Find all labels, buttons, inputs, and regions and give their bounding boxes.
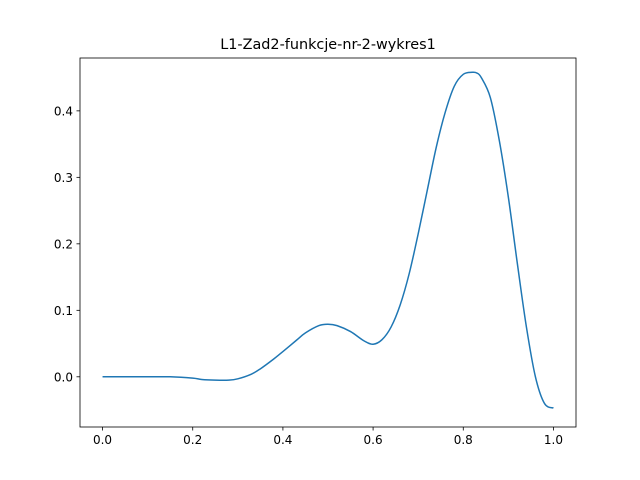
series-line-0 xyxy=(102,71,554,409)
y-tick-label: 0.2 xyxy=(54,237,73,251)
x-tick-label: 0.8 xyxy=(454,433,473,447)
y-tick-label: 0.4 xyxy=(54,104,73,118)
chart-title: L1-Zad2-funkcje-nr-2-wykres1 xyxy=(220,37,436,53)
x-axis: 0.0 0.2 0.4 0.6 0.8 1.0 xyxy=(93,427,563,447)
y-axis: 0.0 0.1 0.2 0.3 0.4 xyxy=(54,104,80,384)
x-tick-label: 0.0 xyxy=(93,433,112,447)
y-tick-label: 0.0 xyxy=(54,370,73,384)
x-tick-label: 0.6 xyxy=(364,433,383,447)
x-tick-label: 0.2 xyxy=(183,433,202,447)
x-tick-label: 1.0 xyxy=(544,433,563,447)
y-tick-label: 0.1 xyxy=(54,304,73,318)
axes-frame xyxy=(79,57,577,428)
y-tick-label: 0.3 xyxy=(54,171,73,185)
plot-area xyxy=(102,71,554,409)
x-tick-label: 0.4 xyxy=(273,433,292,447)
